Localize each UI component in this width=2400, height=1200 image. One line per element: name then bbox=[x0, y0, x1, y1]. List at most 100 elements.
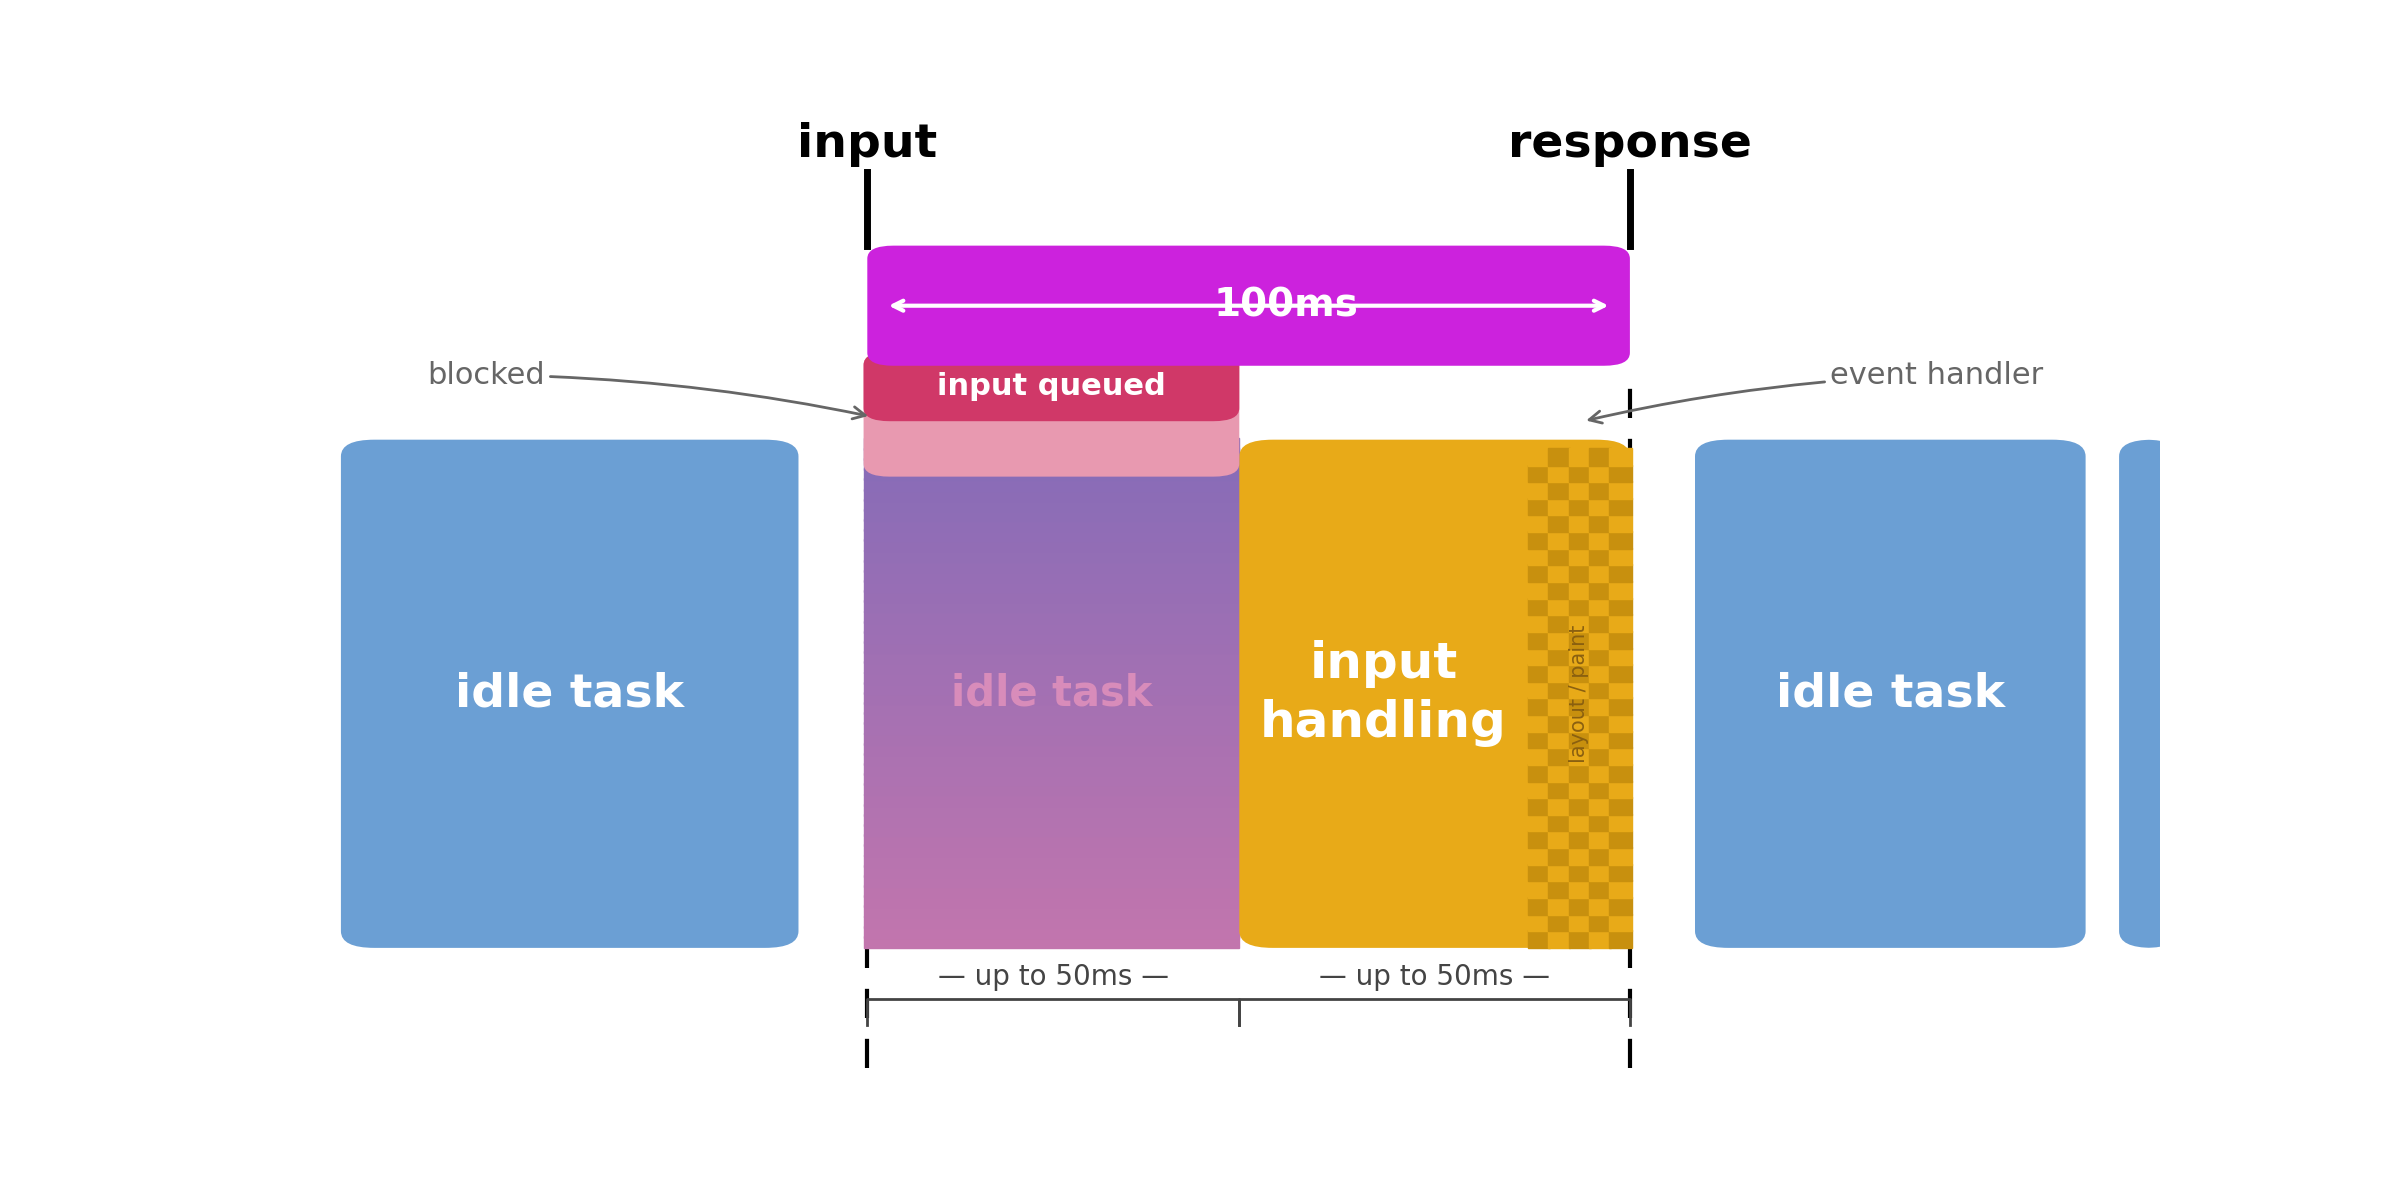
Bar bbox=[1526, 930, 1550, 948]
Bar bbox=[1526, 814, 1550, 832]
Bar bbox=[864, 499, 1238, 511]
Bar bbox=[1610, 614, 1632, 632]
Bar bbox=[1548, 864, 1570, 881]
Bar bbox=[1548, 564, 1570, 582]
Bar bbox=[1526, 680, 1550, 698]
Bar bbox=[1548, 532, 1570, 548]
Bar bbox=[1589, 464, 1610, 482]
Bar bbox=[1589, 814, 1610, 832]
Bar bbox=[1589, 881, 1610, 898]
Bar bbox=[864, 580, 1238, 592]
Bar bbox=[1570, 864, 1591, 881]
Bar bbox=[1610, 764, 1632, 781]
Bar bbox=[1570, 614, 1591, 632]
Bar bbox=[1570, 781, 1591, 798]
Bar bbox=[1570, 631, 1591, 648]
Bar bbox=[1589, 731, 1610, 749]
Text: idle task: idle task bbox=[950, 673, 1152, 715]
Bar bbox=[1610, 697, 1632, 715]
Text: — up to 50ms —: — up to 50ms — bbox=[938, 964, 1169, 991]
Bar bbox=[1610, 448, 1632, 466]
Bar bbox=[864, 743, 1238, 755]
Bar bbox=[864, 925, 1238, 937]
Bar bbox=[1589, 898, 1610, 914]
Bar bbox=[1548, 764, 1570, 781]
Bar bbox=[1570, 581, 1591, 599]
Bar bbox=[1589, 797, 1610, 815]
Bar bbox=[1570, 498, 1591, 516]
Bar bbox=[1526, 564, 1550, 582]
Bar bbox=[864, 752, 1238, 764]
Bar bbox=[1610, 781, 1632, 798]
Bar bbox=[1610, 847, 1632, 865]
Bar bbox=[1548, 731, 1570, 749]
Bar bbox=[1610, 898, 1632, 914]
Bar bbox=[1610, 665, 1632, 682]
Bar bbox=[864, 682, 1238, 694]
Bar bbox=[864, 824, 1238, 836]
Bar bbox=[864, 620, 1238, 632]
Bar bbox=[864, 886, 1238, 898]
Text: — up to 50ms —: — up to 50ms — bbox=[1320, 964, 1550, 991]
Bar bbox=[864, 722, 1238, 734]
Bar bbox=[1526, 631, 1550, 648]
Text: response: response bbox=[1507, 122, 1752, 167]
Bar bbox=[864, 916, 1238, 928]
Bar bbox=[1610, 830, 1632, 848]
Bar bbox=[1548, 648, 1570, 665]
Bar bbox=[864, 458, 1238, 470]
Bar bbox=[864, 692, 1238, 704]
Bar bbox=[1526, 847, 1550, 865]
Bar bbox=[1548, 898, 1570, 914]
Bar bbox=[864, 479, 1238, 491]
Bar bbox=[1570, 830, 1591, 848]
Bar bbox=[1610, 564, 1632, 582]
Bar bbox=[1570, 598, 1591, 616]
Bar bbox=[1570, 481, 1591, 499]
Text: blocked: blocked bbox=[427, 360, 866, 419]
Bar bbox=[864, 590, 1238, 602]
Bar bbox=[1526, 498, 1550, 516]
Bar bbox=[864, 611, 1238, 623]
Bar bbox=[1610, 547, 1632, 565]
FancyBboxPatch shape bbox=[864, 352, 1238, 421]
Bar bbox=[864, 550, 1238, 562]
Bar bbox=[864, 559, 1238, 572]
Bar bbox=[1570, 913, 1591, 931]
Bar bbox=[1589, 665, 1610, 682]
Bar bbox=[1589, 781, 1610, 798]
Bar bbox=[1570, 532, 1591, 548]
Bar bbox=[864, 895, 1238, 907]
Bar bbox=[1548, 797, 1570, 815]
Bar bbox=[1526, 913, 1550, 931]
Bar bbox=[1589, 864, 1610, 881]
Bar bbox=[1548, 748, 1570, 764]
Bar bbox=[1548, 781, 1570, 798]
Bar bbox=[1526, 481, 1550, 499]
Bar bbox=[864, 641, 1238, 653]
Bar bbox=[1548, 913, 1570, 931]
Bar bbox=[864, 763, 1238, 775]
Bar bbox=[864, 732, 1238, 744]
Bar bbox=[1548, 515, 1570, 532]
Bar bbox=[1589, 581, 1610, 599]
Bar bbox=[1526, 598, 1550, 616]
Bar bbox=[864, 834, 1238, 846]
Bar bbox=[1610, 814, 1632, 832]
Bar bbox=[1589, 448, 1610, 466]
Bar bbox=[1570, 680, 1591, 698]
Bar bbox=[1589, 847, 1610, 865]
Bar bbox=[1589, 614, 1610, 632]
Bar bbox=[864, 773, 1238, 785]
Bar bbox=[864, 814, 1238, 826]
Bar bbox=[1610, 481, 1632, 499]
Bar bbox=[1548, 547, 1570, 565]
Bar bbox=[864, 865, 1238, 877]
Bar bbox=[1570, 665, 1591, 682]
Bar bbox=[1610, 680, 1632, 698]
Bar bbox=[864, 854, 1238, 866]
Bar bbox=[1526, 448, 1550, 466]
FancyBboxPatch shape bbox=[866, 246, 1630, 366]
Bar bbox=[864, 631, 1238, 643]
FancyBboxPatch shape bbox=[341, 439, 799, 948]
